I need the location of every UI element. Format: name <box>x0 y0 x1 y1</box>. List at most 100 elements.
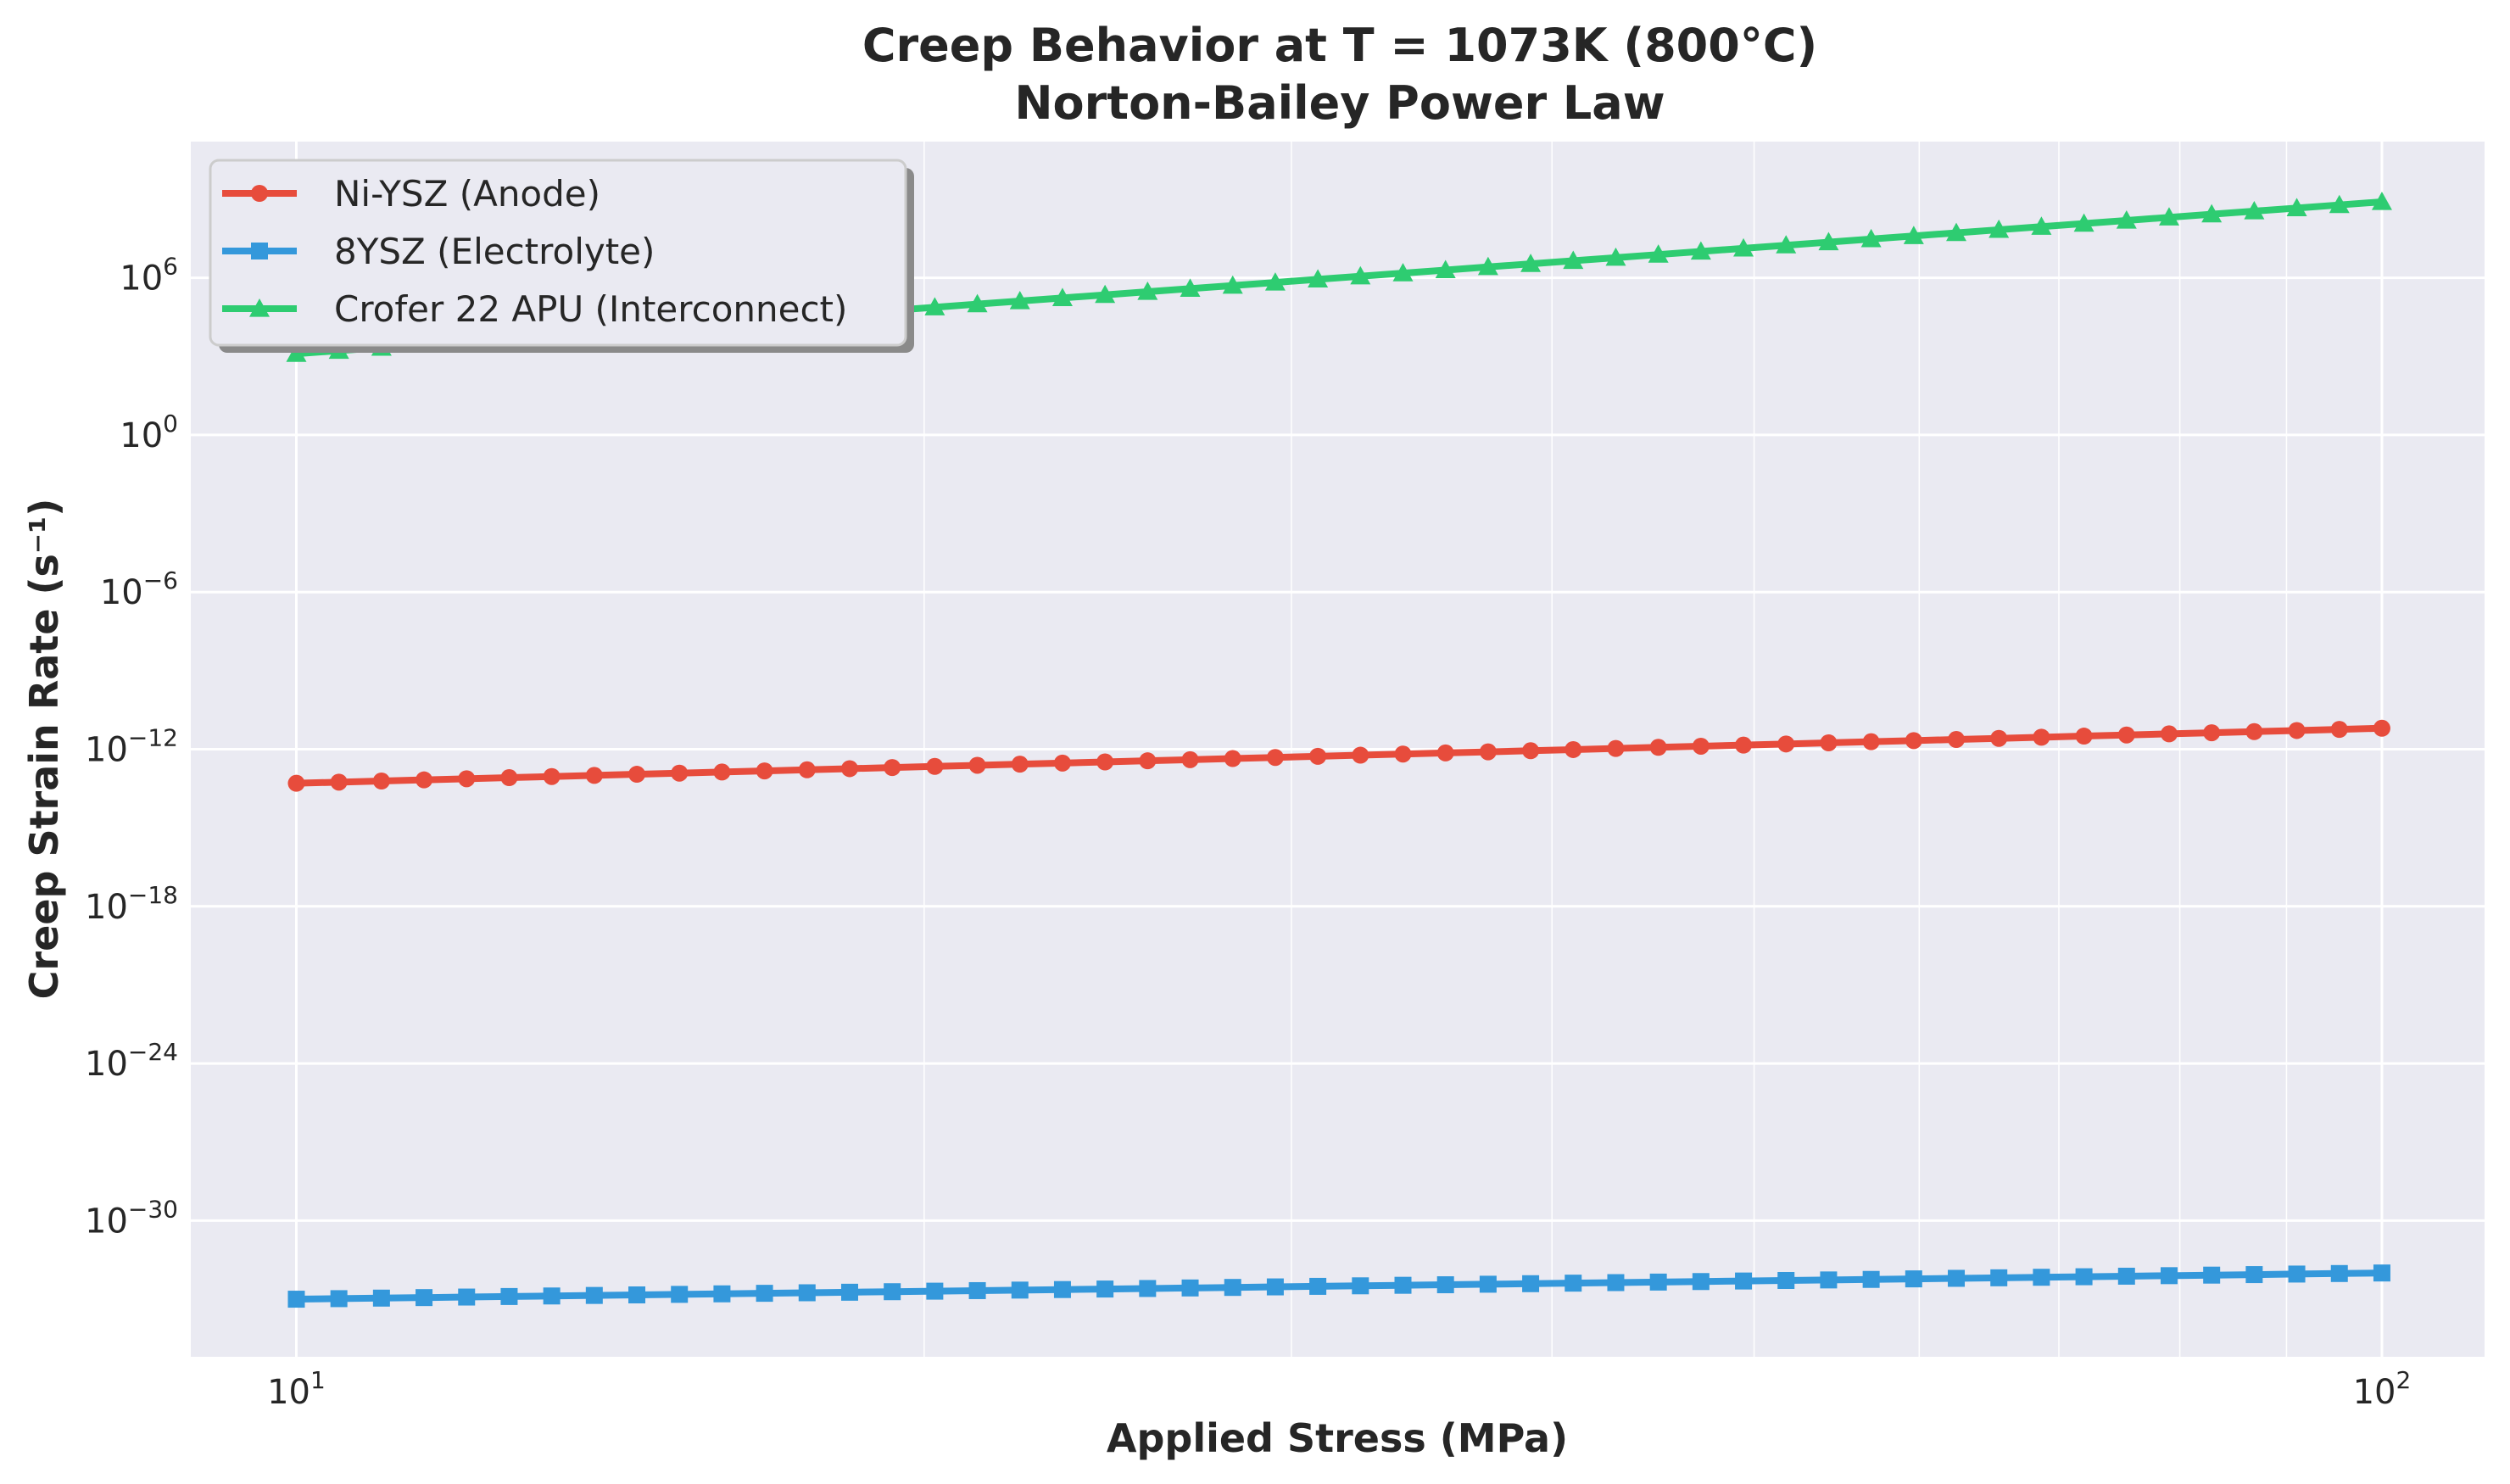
data-point <box>416 1289 433 1307</box>
series-lines <box>286 192 2392 1308</box>
y-tick-label: 10−30 <box>85 1195 178 1241</box>
data-point <box>1264 272 1286 291</box>
data-point <box>756 1285 773 1303</box>
data-point <box>1990 1269 2008 1286</box>
data-point <box>2075 1268 2093 1286</box>
data-point <box>1137 282 1158 300</box>
data-point <box>1309 747 1327 765</box>
data-point <box>1607 1274 1625 1292</box>
legend-marker <box>251 243 268 259</box>
data-point <box>1350 265 1371 285</box>
legend-label: Ni-YSZ (Anode) <box>334 173 600 215</box>
data-point <box>2373 719 2390 737</box>
data-point <box>1692 737 1710 755</box>
legend-box <box>209 159 907 347</box>
data-point <box>1563 250 1584 270</box>
data-point <box>1946 222 1967 242</box>
data-point <box>2288 1265 2306 1283</box>
data-point <box>1224 1279 1241 1297</box>
data-point <box>1520 254 1542 272</box>
data-point <box>884 1283 901 1301</box>
data-point <box>628 1286 646 1304</box>
y-tick-label: 10−24 <box>85 1038 178 1084</box>
data-point <box>926 757 944 775</box>
data-point <box>713 1285 731 1303</box>
data-point <box>1436 1276 1454 1294</box>
x-tick-label: 101 <box>267 1366 326 1412</box>
data-point <box>1818 232 1839 251</box>
data-point <box>2160 725 2178 743</box>
data-point <box>2033 1269 2050 1286</box>
data-point <box>1862 1270 1880 1288</box>
data-point <box>671 764 689 782</box>
y-axis-label: Creep Strain Rate (s⁻¹) <box>21 499 67 1000</box>
legend-marker <box>249 298 270 317</box>
data-point <box>1011 1281 1029 1299</box>
data-point <box>2330 1264 2348 1282</box>
data-point <box>713 763 731 781</box>
data-point <box>1479 743 1497 761</box>
data-point <box>2286 198 2307 216</box>
data-point <box>330 773 348 791</box>
data-point <box>500 769 518 787</box>
data-point <box>2371 192 2392 210</box>
data-point <box>1392 263 1414 282</box>
data-point <box>1222 275 1243 294</box>
data-point <box>287 774 305 792</box>
data-point <box>1565 1275 1582 1292</box>
data-point <box>372 773 390 790</box>
x-axis-label: Applied Stress (MPa) <box>1107 1415 1568 1461</box>
data-point <box>1649 1273 1667 1291</box>
data-point <box>1352 746 1369 764</box>
y-tick-label: 10−12 <box>85 724 178 770</box>
chart-title: Creep Behavior at T = 1073K (800°C) <box>862 19 1817 72</box>
data-point <box>416 771 433 789</box>
data-point <box>2160 1267 2178 1285</box>
data-point <box>1692 1273 1710 1291</box>
data-point <box>1735 1272 1753 1290</box>
data-point <box>884 759 901 777</box>
data-point <box>798 761 816 778</box>
data-point <box>1096 1280 1114 1298</box>
data-point <box>500 1287 518 1305</box>
data-point <box>372 1289 390 1307</box>
data-point <box>840 1283 858 1301</box>
data-point <box>1435 259 1456 279</box>
data-point <box>2244 200 2265 220</box>
legend: Ni-YSZ (Anode) 8YSZ (Electrolyte) Crofer 2… <box>209 159 914 353</box>
data-point <box>1649 739 1667 756</box>
data-point <box>2201 204 2223 223</box>
data-point <box>1607 739 1625 757</box>
data-point <box>1903 226 1924 244</box>
data-point <box>458 770 476 788</box>
data-point <box>2373 1264 2390 1282</box>
data-point <box>2203 1266 2221 1284</box>
data-point <box>967 293 988 313</box>
data-point <box>1905 1270 1922 1288</box>
data-point <box>585 1286 603 1304</box>
data-point <box>2245 722 2263 740</box>
data-point <box>1011 756 1029 773</box>
data-point <box>1309 1277 1327 1295</box>
data-point <box>1181 750 1199 768</box>
data-point <box>1394 1276 1412 1294</box>
data-point <box>924 297 945 315</box>
data-point <box>2033 728 2050 746</box>
data-point <box>628 766 646 784</box>
data-point <box>2158 207 2179 226</box>
data-point <box>798 1284 816 1302</box>
data-point <box>1181 1279 1199 1297</box>
data-point <box>1648 244 1669 263</box>
data-point <box>1605 247 1626 266</box>
data-point <box>1352 1277 1369 1295</box>
data-point <box>1820 734 1838 751</box>
legend-marker <box>251 185 268 202</box>
data-point <box>1735 736 1753 754</box>
tick-labels: 106 100 10−6 10−12 10−18 10−24 10−30 101 102 <box>85 253 2411 1412</box>
data-point <box>756 762 773 780</box>
data-point <box>1009 291 1030 310</box>
y-tick-label: 106 <box>120 253 178 298</box>
data-point <box>1820 1271 1838 1289</box>
data-point <box>2245 1266 2263 1284</box>
